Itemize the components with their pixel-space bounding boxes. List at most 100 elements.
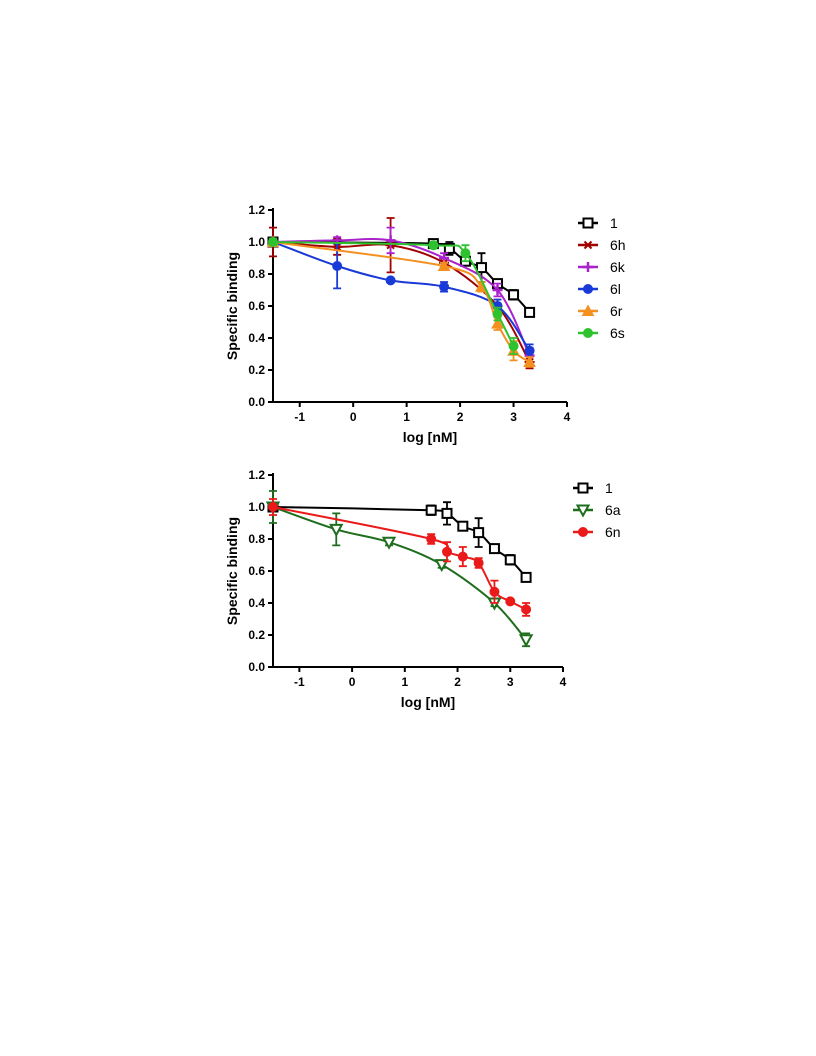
- x-tick-label: 2: [454, 675, 461, 689]
- y-tick-label: 0.0: [248, 660, 265, 674]
- data-point: [489, 586, 500, 597]
- chart-1: 0.0 0.2 0.4 0.6 0.8 1.0 1.2 -1 0 1 2 3 4 log [nM] Spec…: [224, 203, 626, 445]
- legend-marker: [583, 284, 593, 294]
- data-point: [523, 355, 536, 367]
- fit-curve-6a: [272, 506, 527, 641]
- data-point: [504, 554, 516, 566]
- data-point: [475, 262, 487, 274]
- data-point: [385, 275, 396, 286]
- x-tick-label: 0: [350, 410, 357, 424]
- figure-svg: 0.0 0.2 0.4 0.6 0.8 1.0 1.2 -1 0 1 2 3 4 log [nM] Spec…: [224, 203, 626, 710]
- data-point: [332, 261, 343, 271]
- data-point: [426, 534, 437, 544]
- legend-entry: 6l: [578, 281, 621, 297]
- legend-marker: [575, 504, 591, 518]
- data-point: [425, 504, 437, 516]
- legend-entry: 1: [573, 480, 613, 496]
- data-point: [524, 306, 536, 318]
- series-6l: [268, 237, 535, 359]
- chart-2: 0.0 0.2 0.4 0.6 0.8 1.0 1.2 -1 0 1 2 3 4 log [nM] Spec…: [224, 468, 621, 710]
- data-point: [439, 281, 450, 292]
- x-tick-label: 2: [457, 410, 464, 424]
- data-point: [473, 527, 485, 539]
- legend-marker: [578, 527, 588, 537]
- y-axis-title: Specific binding: [224, 517, 240, 625]
- data-point: [329, 523, 344, 537]
- data-point: [428, 240, 439, 251]
- legend-marker: [583, 240, 593, 250]
- data-point: [437, 259, 451, 271]
- data-point: [505, 596, 516, 607]
- data-point: [441, 507, 453, 519]
- legend-entry: 6k: [578, 259, 626, 275]
- data-point: [442, 546, 452, 557]
- data-point: [268, 237, 278, 247]
- x-tick-label: 4: [560, 675, 567, 689]
- legend-marker: [581, 304, 595, 316]
- fit-curve-6k: [272, 238, 531, 357]
- fit-curve-6n: [272, 506, 527, 611]
- legend-entry: 6r: [578, 303, 623, 319]
- series-6a: [265, 490, 534, 648]
- data-point: [268, 502, 278, 512]
- legend-entry: 6a: [573, 502, 621, 518]
- x-tick-label: 4: [564, 410, 571, 424]
- x-tick-label: 3: [507, 675, 514, 689]
- data-point: [491, 317, 504, 329]
- legend: 1 6h 6k 6l 6r 6s: [578, 215, 626, 341]
- data-point: [508, 341, 519, 351]
- data-point: [488, 543, 500, 555]
- y-tick-label: 0.2: [248, 363, 265, 377]
- x-tick-label: -1: [294, 410, 305, 424]
- data-point: [381, 536, 397, 550]
- legend-marker: [583, 262, 593, 272]
- legend-label: 6l: [610, 281, 621, 297]
- data-point: [460, 248, 471, 259]
- data-point: [457, 520, 469, 532]
- legend-entry: 6s: [578, 325, 625, 341]
- legend-entry: 1: [578, 215, 618, 231]
- figure-panel: 0.0 0.2 0.4 0.6 0.8 1.0 1.2 -1 0 1 2 3 4 log [nM] Spec…: [215, 185, 645, 725]
- y-tick-label: 1.2: [248, 468, 265, 482]
- y-tick-label: 0.2: [248, 628, 265, 642]
- legend-label: 6a: [605, 502, 621, 518]
- legend-label: 6k: [610, 259, 626, 275]
- fit-curve-6h: [272, 241, 531, 363]
- data-point: [521, 604, 532, 615]
- series-6n: [268, 498, 532, 617]
- data-point: [524, 345, 535, 356]
- data-point: [473, 558, 484, 568]
- data-point: [434, 559, 449, 573]
- data-point: [518, 634, 534, 648]
- y-tick-label: 1.0: [248, 235, 265, 249]
- legend-marker: [577, 482, 589, 494]
- x-tick-label: 1: [401, 675, 408, 689]
- legend-entry: 6h: [578, 237, 626, 253]
- y-tick-label: 0.6: [248, 564, 265, 578]
- y-tick-label: 0.4: [248, 331, 265, 345]
- y-tick-label: 0.0: [248, 395, 265, 409]
- y-tick-label: 0.4: [248, 596, 265, 610]
- legend-marker: [582, 217, 594, 229]
- data-point: [508, 289, 520, 301]
- legend: 1 6a 6n: [573, 480, 621, 540]
- legend-label: 6n: [605, 524, 621, 540]
- data-point: [492, 309, 503, 319]
- legend-label: 6h: [610, 237, 626, 253]
- data-point: [520, 571, 532, 583]
- y-axis-title: Specific binding: [224, 252, 240, 360]
- y-tick-label: 0.6: [248, 299, 265, 313]
- fit-curve-1: [272, 506, 527, 579]
- legend-marker: [583, 328, 593, 338]
- x-axis-title: log [nM]: [403, 429, 457, 445]
- legend-label: 6s: [610, 325, 625, 341]
- series-6s: [268, 237, 519, 355]
- legend-entry: 6n: [573, 524, 621, 540]
- y-tick-label: 0.8: [248, 267, 265, 281]
- y-tick-label: 1.2: [248, 203, 265, 217]
- x-tick-label: -1: [294, 675, 305, 689]
- legend-label: 1: [610, 215, 618, 231]
- y-tick-label: 0.8: [248, 532, 265, 546]
- legend-label: 1: [605, 480, 613, 496]
- x-tick-label: 1: [403, 410, 410, 424]
